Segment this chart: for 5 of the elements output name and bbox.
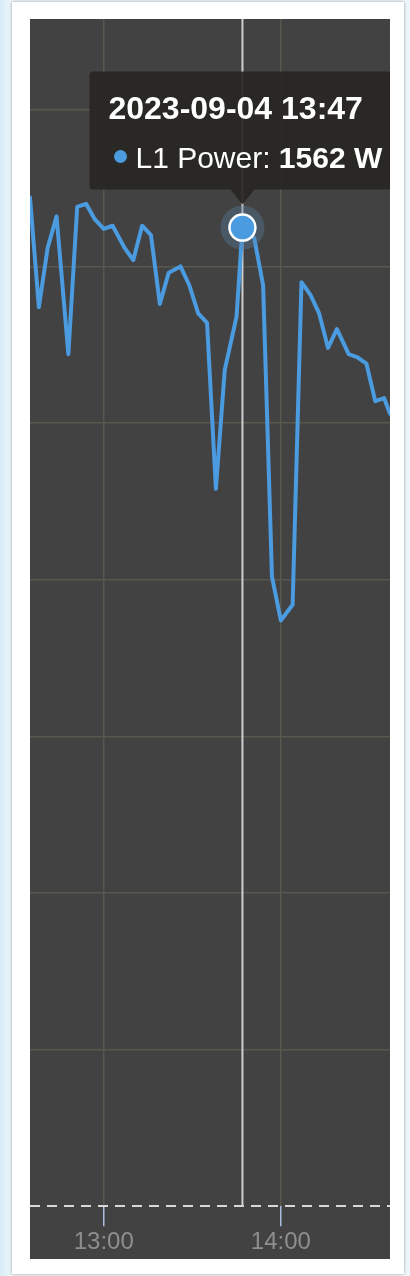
- x-tick-label: 14:00: [250, 1227, 311, 1255]
- x-tick-label: 13:00: [73, 1227, 134, 1255]
- data-label: 1562 W: [278, 140, 383, 174]
- legend-label: L1 Power:: [135, 140, 279, 174]
- annotation: 2023-09-04 13:47: [108, 89, 363, 126]
